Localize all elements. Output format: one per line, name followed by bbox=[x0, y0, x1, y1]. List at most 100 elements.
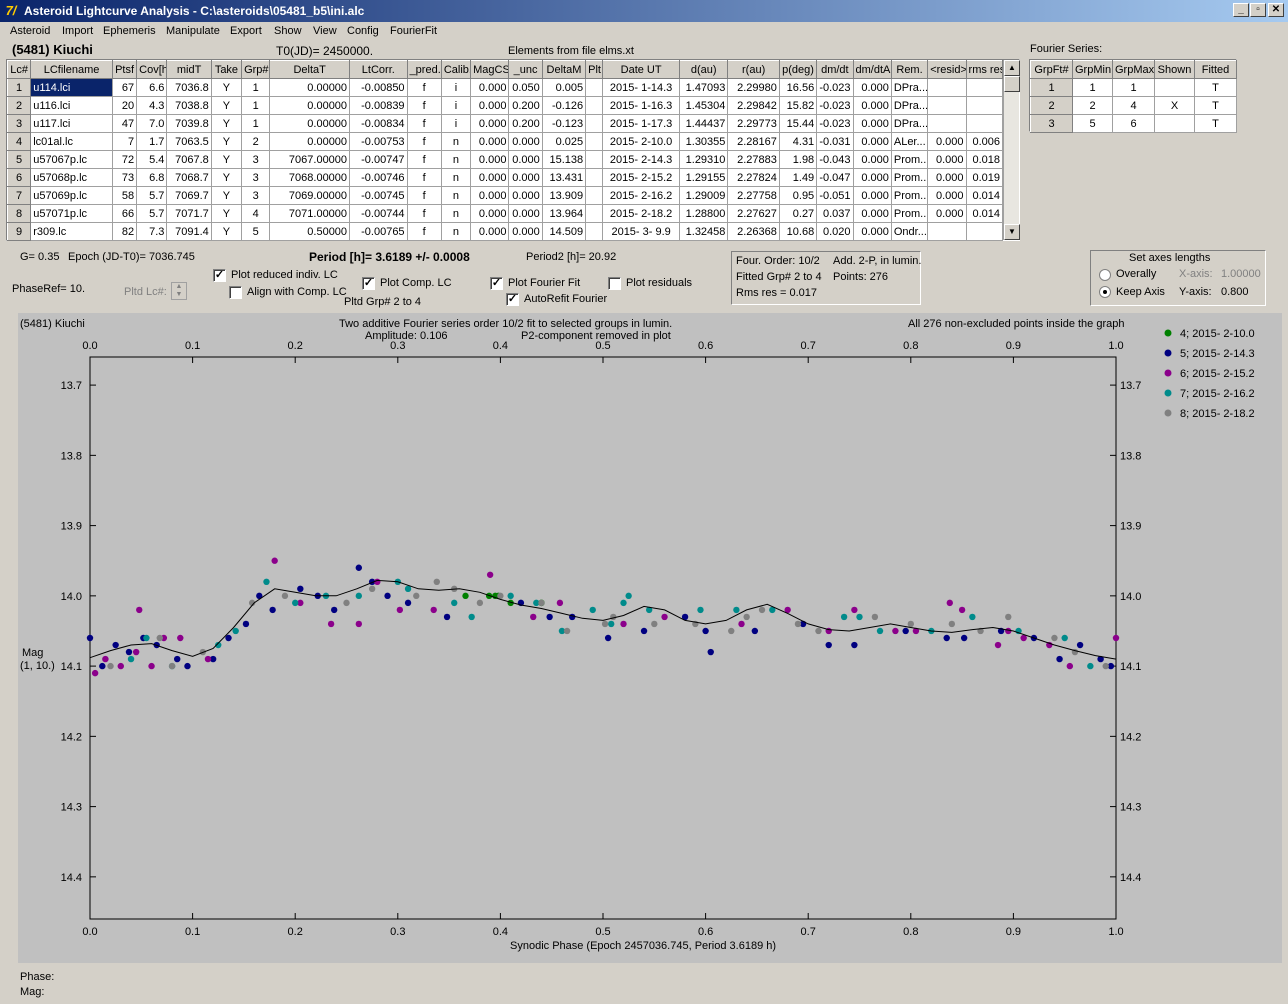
table-cell[interactable]: n bbox=[440, 132, 472, 151]
table-cell[interactable]: 0.00000 bbox=[269, 96, 351, 115]
table-cell[interactable]: 0.000 bbox=[508, 168, 543, 187]
table-cell[interactable]: 1.30355 bbox=[678, 132, 729, 151]
table-cell[interactable]: -0.00839 bbox=[349, 96, 408, 115]
table-cell[interactable]: Y bbox=[210, 222, 243, 241]
fourier-cell[interactable]: T bbox=[1194, 78, 1237, 97]
table-cell[interactable] bbox=[927, 78, 967, 97]
fourier-cell[interactable] bbox=[1154, 114, 1195, 133]
table-cell[interactable]: 4.3 bbox=[136, 96, 168, 115]
maximize-button[interactable]: ▫ bbox=[1250, 3, 1266, 17]
table-cell[interactable]: -0.00753 bbox=[349, 132, 408, 151]
table-cell[interactable]: 5.7 bbox=[136, 186, 168, 205]
table-cell[interactable]: lc01al.lc bbox=[30, 132, 113, 151]
table-cell[interactable]: 5.7 bbox=[136, 204, 168, 223]
table-cell[interactable]: 2.27883 bbox=[727, 150, 780, 169]
table-cell[interactable]: 2.27824 bbox=[727, 168, 780, 187]
plot-residuals-checkbox[interactable] bbox=[608, 277, 621, 290]
fourier-cell[interactable]: 4 bbox=[1112, 96, 1155, 115]
fourier-cell[interactable]: T bbox=[1194, 114, 1237, 133]
table-cell[interactable]: 2015- 1-14.3 bbox=[602, 78, 680, 97]
fourier-column-header[interactable]: GrpMax bbox=[1112, 60, 1155, 79]
table-cell[interactable]: Ondr... bbox=[890, 222, 929, 241]
table-cell[interactable]: i bbox=[440, 78, 472, 97]
table-cell[interactable]: 0.00000 bbox=[269, 78, 351, 97]
fourier-cell[interactable]: 6 bbox=[1112, 114, 1155, 133]
table-cell[interactable]: Y bbox=[210, 96, 243, 115]
fourier-row-number[interactable]: 1 bbox=[1030, 78, 1073, 97]
table-cell[interactable]: 0.000 bbox=[470, 132, 510, 151]
fourier-cell[interactable]: 5 bbox=[1072, 114, 1113, 133]
table-cell[interactable]: 1.29155 bbox=[678, 168, 729, 187]
table-cell[interactable]: Y bbox=[210, 132, 243, 151]
table-cell[interactable]: 2.28167 bbox=[727, 132, 780, 151]
column-header[interactable]: rms res bbox=[965, 60, 1004, 79]
fourier-column-header[interactable]: Fitted bbox=[1194, 60, 1237, 79]
table-cell[interactable]: 14.509 bbox=[541, 222, 587, 241]
table-cell[interactable]: 2.26368 bbox=[727, 222, 780, 241]
column-header[interactable]: MagCS bbox=[470, 60, 510, 79]
table-scrollbar[interactable]: ▲ ▼ bbox=[1003, 60, 1020, 240]
table-cell[interactable]: 0.00000 bbox=[269, 114, 351, 133]
column-header[interactable]: Date UT bbox=[602, 60, 680, 79]
table-cell[interactable]: i bbox=[440, 114, 472, 133]
table-cell[interactable]: 7039.8 bbox=[166, 114, 212, 133]
table-cell[interactable]: 72 bbox=[111, 150, 138, 169]
fourier-row-number[interactable]: 3 bbox=[1030, 114, 1073, 133]
row-number[interactable]: 8 bbox=[6, 204, 32, 223]
table-cell[interactable]: 0.037 bbox=[816, 204, 854, 223]
table-cell[interactable]: Y bbox=[210, 78, 243, 97]
table-cell[interactable] bbox=[585, 204, 604, 223]
table-cell[interactable]: 0.000 bbox=[470, 78, 510, 97]
column-header[interactable]: Ptsf bbox=[111, 60, 138, 79]
table-cell[interactable]: -0.051 bbox=[816, 186, 854, 205]
table-cell[interactable]: 0.014 bbox=[965, 186, 1004, 205]
table-cell[interactable]: -0.123 bbox=[541, 114, 587, 133]
column-header[interactable]: Calib. bbox=[440, 60, 472, 79]
table-cell[interactable] bbox=[965, 114, 1004, 133]
table-cell[interactable] bbox=[585, 96, 604, 115]
table-cell[interactable]: 0.050 bbox=[508, 78, 543, 97]
table-cell[interactable]: -0.00745 bbox=[349, 186, 408, 205]
table-cell[interactable]: 7071.00000 bbox=[269, 204, 351, 223]
table-cell[interactable]: 1.32458 bbox=[678, 222, 729, 241]
table-cell[interactable]: 0.000 bbox=[927, 204, 967, 223]
table-cell[interactable]: 0.000 bbox=[927, 186, 967, 205]
table-cell[interactable]: 13.909 bbox=[541, 186, 587, 205]
table-row[interactable]: 5 u57067p.lc 72 5.4 7067.8 Y 3 7067.00000 -0.007… bbox=[6, 150, 1004, 169]
table-cell[interactable]: 7036.8 bbox=[166, 78, 212, 97]
table-cell[interactable]: 7069.00000 bbox=[269, 186, 351, 205]
table-cell[interactable] bbox=[927, 114, 967, 133]
table-cell[interactable]: 7 bbox=[111, 132, 138, 151]
fourier-cell[interactable]: 2 bbox=[1072, 96, 1113, 115]
table-cell[interactable]: 1.45304 bbox=[678, 96, 729, 115]
table-cell[interactable]: 0.020 bbox=[816, 222, 854, 241]
align-comp-checkbox[interactable] bbox=[229, 286, 242, 299]
table-cell[interactable]: DPra... bbox=[890, 78, 929, 97]
table-cell[interactable]: -0.047 bbox=[816, 168, 854, 187]
table-cell[interactable] bbox=[585, 222, 604, 241]
scroll-down-button[interactable]: ▼ bbox=[1004, 224, 1020, 240]
column-header[interactable]: LCfilename bbox=[30, 60, 113, 79]
menu-fourierfit[interactable]: FourierFit bbox=[390, 25, 438, 37]
table-cell[interactable]: 0.000 bbox=[852, 222, 892, 241]
table-cell[interactable]: 0.000 bbox=[508, 222, 543, 241]
table-cell[interactable]: 16.56 bbox=[778, 78, 818, 97]
row-number[interactable]: 1 bbox=[6, 78, 32, 97]
table-cell[interactable]: 1.29009 bbox=[678, 186, 729, 205]
column-header[interactable]: Grp# bbox=[241, 60, 271, 79]
table-cell[interactable]: 2 bbox=[241, 132, 271, 151]
table-cell[interactable]: 1.29310 bbox=[678, 150, 729, 169]
table-cell[interactable]: 1.44437 bbox=[678, 114, 729, 133]
fourier-column-header[interactable]: Shown bbox=[1154, 60, 1195, 79]
table-cell[interactable]: 0.200 bbox=[508, 96, 543, 115]
table-cell[interactable]: -0.043 bbox=[816, 150, 854, 169]
table-cell[interactable]: 0.000 bbox=[470, 168, 510, 187]
table-cell[interactable]: 7.3 bbox=[136, 222, 168, 241]
table-cell[interactable]: 47 bbox=[111, 114, 138, 133]
table-cell[interactable]: 0.000 bbox=[470, 150, 510, 169]
table-cell[interactable]: 15.138 bbox=[541, 150, 587, 169]
column-header[interactable]: <resid> bbox=[927, 60, 967, 79]
table-cell[interactable] bbox=[927, 96, 967, 115]
